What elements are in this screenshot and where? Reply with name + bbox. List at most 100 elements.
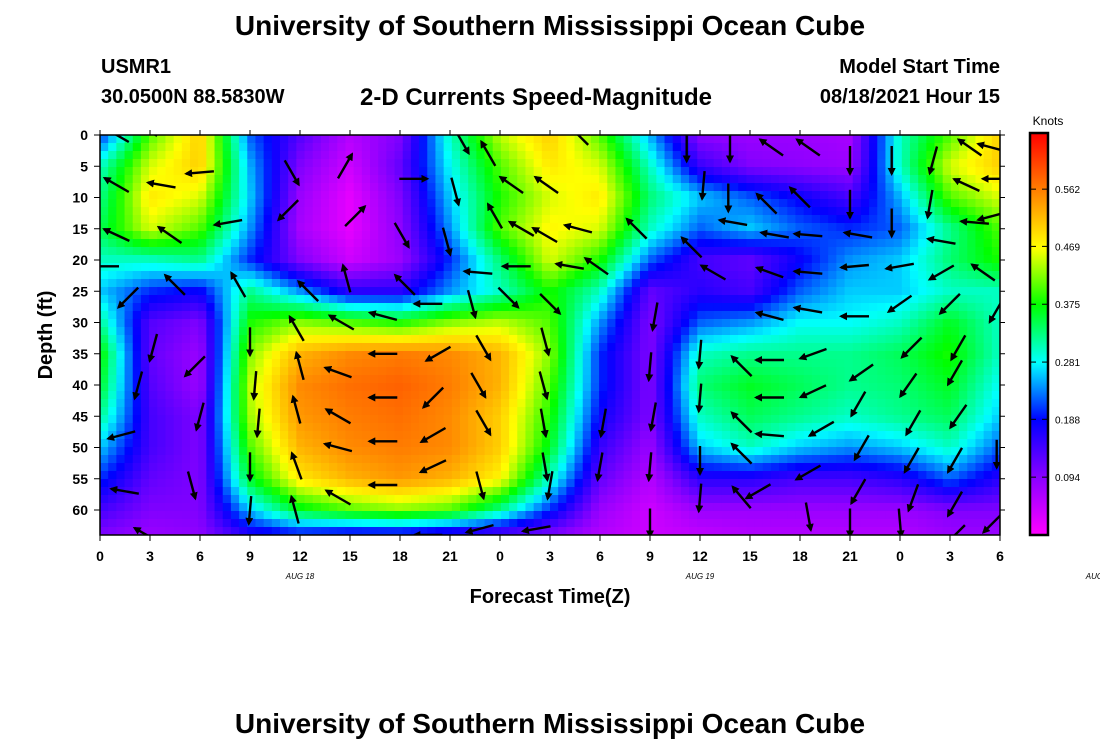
heatmap-cell [852, 303, 862, 312]
heatmap-cell [280, 367, 289, 376]
heatmap-cell [705, 447, 715, 456]
heatmap-cell [901, 167, 911, 176]
heatmap-cell [828, 231, 837, 240]
heatmap-cell [730, 287, 739, 296]
heatmap-cell [533, 167, 543, 176]
heatmap-cell [509, 423, 518, 432]
heatmap-cell [304, 343, 314, 352]
heatmap-cell [615, 399, 625, 408]
heatmap-cell [967, 351, 977, 360]
heatmap-cell [173, 359, 183, 368]
heatmap-cell [640, 287, 649, 296]
heatmap-cell [558, 447, 567, 456]
heatmap-cell [337, 375, 347, 384]
heatmap-cell [337, 191, 347, 200]
heatmap-cell [885, 271, 895, 280]
heatmap-cell [157, 471, 167, 480]
heatmap-cell [705, 247, 715, 256]
heatmap-cell [599, 375, 608, 384]
heatmap-cell [623, 207, 633, 216]
heatmap-cell [116, 151, 126, 160]
heatmap-cell [124, 311, 134, 320]
heatmap-cell [320, 327, 330, 336]
heatmap-cell [656, 191, 666, 200]
heatmap-cell [190, 391, 199, 400]
heatmap-cell [435, 423, 445, 432]
heatmap-cell [738, 343, 747, 352]
heatmap-cell [590, 479, 600, 488]
heatmap-cell [460, 135, 469, 144]
heatmap-cell [869, 367, 878, 376]
heatmap-cell [419, 183, 428, 192]
heatmap-cell [165, 327, 175, 336]
heatmap-cell [451, 287, 461, 296]
heatmap-cell [721, 143, 731, 152]
heatmap-cell [754, 255, 764, 264]
heatmap-cell [967, 471, 977, 480]
heatmap-cell [869, 287, 878, 296]
heatmap-cell [296, 359, 306, 368]
heatmap-cell [427, 495, 437, 504]
heatmap-cell [402, 271, 412, 280]
heatmap-cell [918, 191, 927, 200]
heatmap-cell [869, 463, 878, 472]
heatmap-cell [296, 407, 306, 416]
heatmap-cell [689, 319, 698, 328]
heatmap-cell [550, 159, 559, 168]
heatmap-cell [214, 287, 224, 296]
heatmap-cell [926, 367, 936, 376]
heatmap-cell [500, 191, 510, 200]
heatmap-cell [615, 295, 625, 304]
heatmap-cell [631, 471, 641, 480]
heatmap-cell [394, 383, 404, 392]
heatmap-cell [959, 343, 968, 352]
heatmap-cell [574, 287, 584, 296]
heatmap-cell [435, 263, 445, 272]
heatmap-cell [926, 327, 936, 336]
heatmap-cell [247, 479, 257, 488]
heatmap-cell [820, 407, 829, 416]
heatmap-cell [541, 215, 551, 224]
heatmap-cell [860, 351, 870, 360]
heatmap-cell [967, 399, 977, 408]
heatmap-cell [108, 383, 117, 392]
heatmap-cell [656, 463, 666, 472]
heatmap-cell [599, 191, 608, 200]
heatmap-cell [427, 255, 437, 264]
heatmap-cell [353, 279, 363, 288]
heatmap-cell [582, 167, 592, 176]
heatmap-cell [206, 223, 216, 232]
heatmap-cell [353, 471, 363, 480]
heatmap-cell [288, 143, 297, 152]
heatmap-cell [484, 295, 494, 304]
heatmap-cell [991, 271, 1000, 280]
heatmap-cell [492, 151, 502, 160]
heatmap-cell [795, 215, 805, 224]
heatmap-cell [280, 223, 289, 232]
heatmap-cell [901, 479, 911, 488]
heatmap-cell [828, 351, 837, 360]
heatmap-cell [419, 231, 428, 240]
heatmap-cell [476, 327, 486, 336]
heatmap-cell [124, 159, 134, 168]
heatmap-cell [492, 343, 502, 352]
heatmap-cell [329, 151, 338, 160]
heatmap-cell [885, 239, 895, 248]
heatmap-cell [247, 191, 257, 200]
heatmap-cell [255, 271, 265, 280]
heatmap-cell [689, 359, 698, 368]
heatmap-cell [648, 335, 657, 344]
heatmap-cell [181, 447, 191, 456]
heatmap-cell [975, 199, 985, 208]
heatmap-cell [320, 223, 330, 232]
heatmap-cell [427, 479, 437, 488]
heatmap-cell [640, 191, 649, 200]
heatmap-cell [443, 479, 453, 488]
heatmap-cell [247, 319, 257, 328]
heatmap-cell [149, 279, 158, 288]
heatmap-cell [247, 175, 257, 184]
heatmap-cell [574, 471, 584, 480]
heatmap-cell [811, 327, 821, 336]
heatmap-cell [967, 423, 977, 432]
heatmap-cell [108, 391, 117, 400]
